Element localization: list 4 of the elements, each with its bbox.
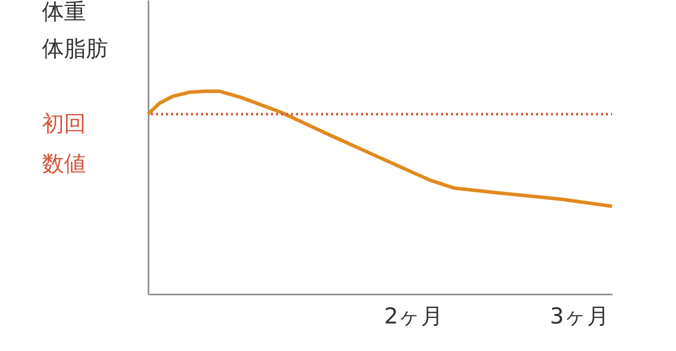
x-tick-label: 2ヶ月 [384, 304, 444, 330]
ref-line-label: 初回数値 [42, 112, 86, 178]
x-tick-label: 3ヶ月 [550, 304, 609, 330]
y-axis-title: 体重体脂肪 [42, 0, 108, 62]
